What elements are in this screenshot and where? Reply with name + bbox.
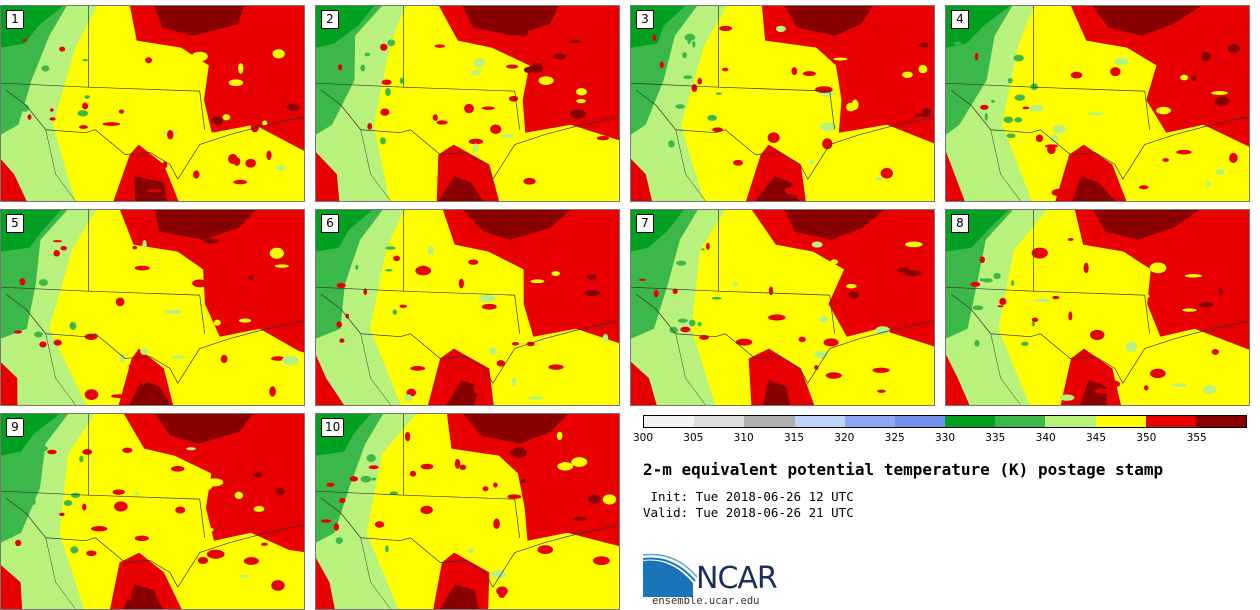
colorbar-tick-label: 345 [1085,432,1107,444]
map-panel: 1 [0,5,305,202]
colorbar-segment [1045,416,1096,427]
map-panel: 7 [630,209,935,406]
colorbar-tick-label: 320 [834,432,855,444]
colorbar-segment [694,416,745,427]
colorbar-tick-label: 355 [1186,432,1207,444]
member-number-label: 4 [951,10,969,29]
chart-title: 2-m equivalent potential temperature (K)… [643,460,1164,479]
colorbar-segment [644,416,695,427]
map-panel: 8 [945,209,1250,406]
member-number-label: 7 [636,214,654,233]
map-panel: 6 [315,209,620,406]
member-number-label: 2 [321,10,339,29]
colorbar-segment [744,416,795,427]
init-time: Init: Tue 2018-06-26 12 UTC [643,489,854,504]
colorbar-tick-label: 315 [783,432,805,444]
colorbar-segment [894,416,946,427]
colorbar-tick-label: 310 [733,432,754,444]
map-panel: 3 [630,5,935,202]
colorbar-tick-label: 305 [683,432,704,444]
colorbar-tick-label: 300 [632,432,654,444]
map-panel: 9 [0,413,305,610]
member-number-label: 8 [951,214,969,233]
colorbar-segment [1095,416,1146,427]
ncar-logo-text: NCAR [696,561,778,596]
valid-time: Valid: Tue 2018-06-26 21 UTC [643,505,854,520]
member-number-label: 9 [6,418,24,437]
ncar-logo-icon [643,553,698,597]
colorbar-segment [844,416,895,427]
member-number-label: 1 [6,10,24,29]
colorbar-tick-label: 330 [934,432,956,444]
member-number-label: 5 [6,214,24,233]
colorbar [643,415,1247,428]
colorbar-segment [1145,416,1196,427]
member-number-label: 6 [321,214,339,233]
colorbar-tick-label: 325 [884,432,905,444]
colorbar-ticks: 300 305 310 315 320 325 330 335 340 345 350 355 [633,432,1247,446]
site-url: ensemble.ucar.edu [652,595,760,607]
colorbar-tick-label: 335 [985,432,1006,444]
colorbar-segment [1195,416,1247,427]
member-number-label: 3 [636,10,654,29]
map-panel: 10 [315,413,620,610]
map-panel: 5 [0,209,305,406]
colorbar-segment [945,416,996,427]
map-panel: 4 [945,5,1250,202]
colorbar-segment [794,416,845,427]
colorbar-segment [995,416,1046,427]
colorbar-tick-label: 350 [1136,432,1157,444]
member-number-label: 10 [321,418,345,437]
map-panel: 2 [315,5,620,202]
colorbar-tick-label: 340 [1035,432,1056,444]
